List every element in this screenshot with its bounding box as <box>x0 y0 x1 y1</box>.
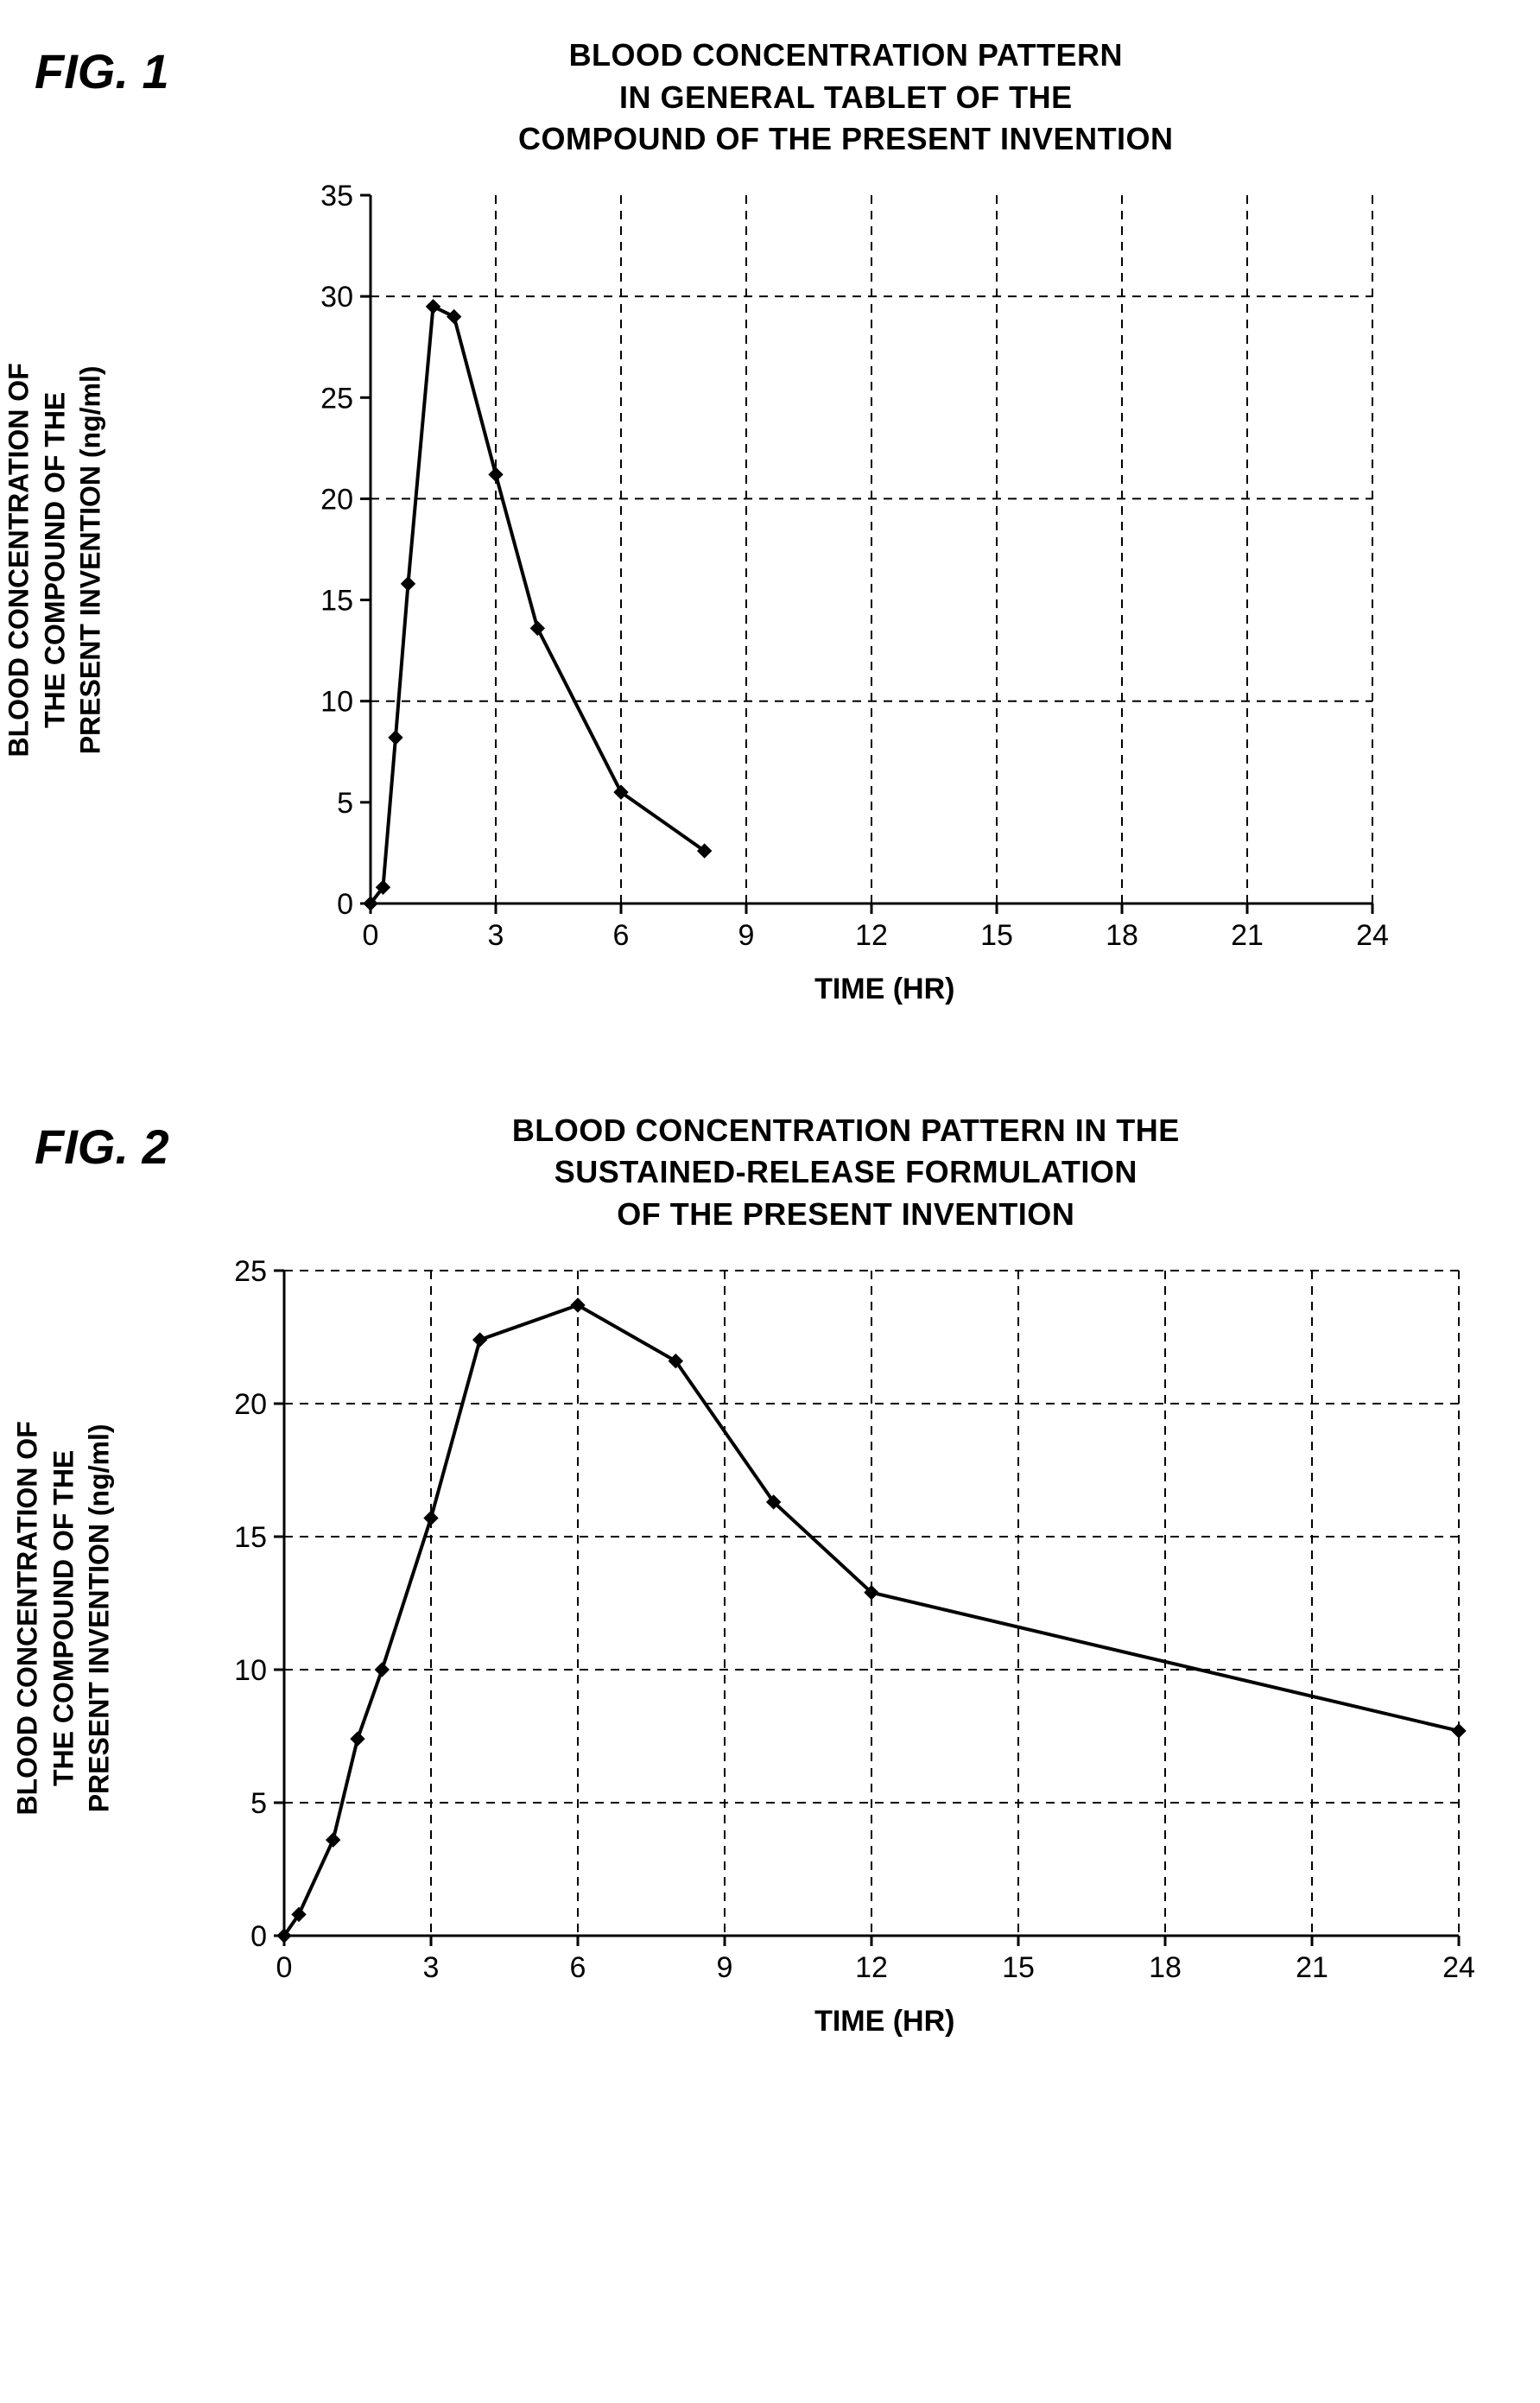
ylabel-line: PRESENT INVENTION (ng/ml) <box>75 365 106 754</box>
y-axis-label: BLOOD CONCENTRATION OF THE COMPOUND OF T… <box>10 1421 117 1815</box>
svg-text:6: 6 <box>613 919 630 952</box>
svg-text:0: 0 <box>250 1920 267 1953</box>
chart-svg: 0 5 10 15 20 25 30 35 0 3 6 9 12 15 18 21 24 <box>293 178 1398 964</box>
svg-text:15: 15 <box>234 1521 267 1554</box>
svg-text:12: 12 <box>855 919 888 952</box>
svg-text:10: 10 <box>320 685 353 718</box>
svg-text:25: 25 <box>234 1255 267 1288</box>
svg-text:15: 15 <box>320 584 353 617</box>
y-axis-label: BLOOD CONCENTRATION OF THE COMPOUND OF T… <box>1 363 109 757</box>
ylabel-line: BLOOD CONCENTRATION OF <box>11 1421 42 1815</box>
title-line: BLOOD CONCENTRATION PATTERN <box>569 37 1123 73</box>
svg-text:0: 0 <box>363 919 379 952</box>
title-line: OF THE PRESENT INVENTION <box>617 1196 1074 1232</box>
svg-text:18: 18 <box>1106 919 1138 952</box>
svg-text:3: 3 <box>488 919 504 952</box>
x-axis-label: TIME (HR) <box>264 2005 1505 2038</box>
svg-text:10: 10 <box>234 1654 267 1687</box>
svg-text:24: 24 <box>1356 919 1389 952</box>
svg-text:3: 3 <box>423 1951 440 1984</box>
ylabel-line: BLOOD CONCENTRATION OF <box>3 363 34 757</box>
svg-text:9: 9 <box>738 919 755 952</box>
figure-2: FIG. 2 BLOOD CONCENTRATION PATTERN IN TH… <box>35 1110 1505 2038</box>
svg-text:30: 30 <box>320 281 353 314</box>
ylabel-line: THE COMPOUND OF THE <box>48 1449 79 1785</box>
figure-1: FIG. 1 BLOOD CONCENTRATION PATTERN IN GE… <box>35 35 1505 1006</box>
ylabel-line: THE COMPOUND OF THE <box>39 392 70 728</box>
svg-text:21: 21 <box>1231 919 1264 952</box>
figure-2-label: FIG. 2 <box>35 1110 169 1175</box>
figure-1-title: BLOOD CONCENTRATION PATTERN IN GENERAL T… <box>187 35 1505 161</box>
figure-1-label: FIG. 1 <box>35 35 169 99</box>
chart-svg: 0 5 10 15 20 25 0 3 6 9 12 15 18 21 24 <box>206 1253 1485 1996</box>
svg-text:21: 21 <box>1296 1951 1328 1984</box>
x-axis-label: TIME (HR) <box>264 973 1505 1006</box>
title-line: BLOOD CONCENTRATION PATTERN IN THE <box>512 1113 1180 1148</box>
svg-text:9: 9 <box>717 1951 733 1984</box>
ylabel-line: PRESENT INVENTION (ng/ml) <box>84 1423 115 1812</box>
svg-text:5: 5 <box>337 787 353 820</box>
figure-1-chart: BLOOD CONCENTRATION OF THE COMPOUND OF T… <box>187 178 1505 964</box>
svg-text:15: 15 <box>1002 1951 1035 1984</box>
svg-text:20: 20 <box>320 483 353 516</box>
svg-text:15: 15 <box>980 919 1013 952</box>
svg-text:35: 35 <box>320 180 353 212</box>
svg-text:20: 20 <box>234 1388 267 1421</box>
svg-text:5: 5 <box>250 1787 267 1820</box>
svg-text:18: 18 <box>1149 1951 1182 1984</box>
svg-text:0: 0 <box>337 888 353 921</box>
title-line: SUSTAINED-RELEASE FORMULATION <box>555 1154 1138 1189</box>
figure-2-title: BLOOD CONCENTRATION PATTERN IN THE SUSTA… <box>187 1110 1505 1236</box>
title-line: IN GENERAL TABLET OF THE <box>619 79 1073 115</box>
svg-text:24: 24 <box>1442 1951 1475 1984</box>
figure-2-chart: BLOOD CONCENTRATION OF THE COMPOUND OF T… <box>187 1253 1505 1996</box>
svg-text:6: 6 <box>570 1951 586 1984</box>
title-line: COMPOUND OF THE PRESENT INVENTION <box>518 121 1174 156</box>
svg-text:12: 12 <box>855 1951 888 1984</box>
svg-text:0: 0 <box>276 1951 293 1984</box>
svg-text:25: 25 <box>320 382 353 415</box>
